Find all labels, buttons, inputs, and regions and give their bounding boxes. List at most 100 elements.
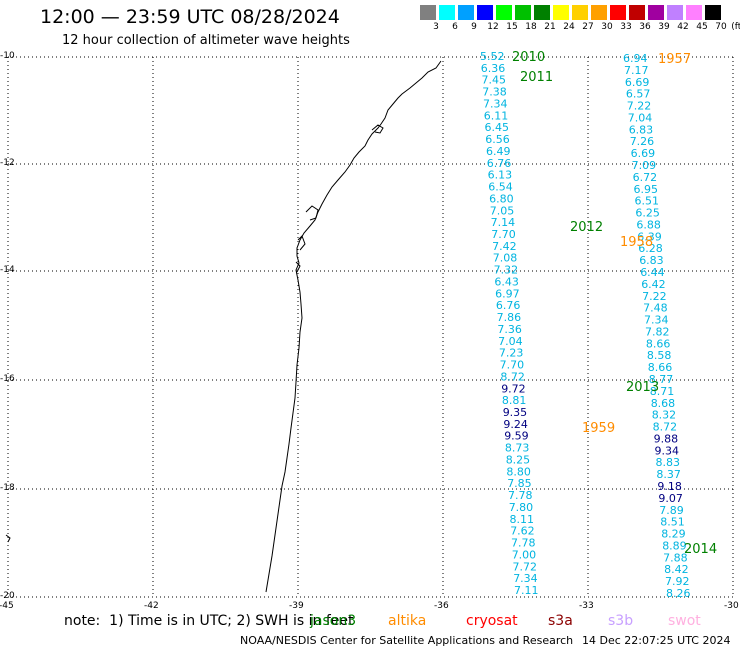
scale-swatch bbox=[458, 5, 474, 20]
scale-swatch bbox=[420, 5, 436, 20]
mission-s3b: s3b bbox=[608, 613, 634, 629]
swh-value: 9.59 bbox=[504, 430, 529, 443]
pass-time-label: 2012 bbox=[570, 220, 603, 235]
swh-value: 7.34 bbox=[483, 98, 508, 111]
coastline-detail bbox=[5, 124, 384, 543]
map-title: 12:00 — 23:59 UTC 08/28/2024 bbox=[40, 6, 340, 28]
swh-value: 7.70 bbox=[491, 228, 516, 241]
swh-value: 7.48 bbox=[643, 302, 668, 315]
swh-value: 7.14 bbox=[491, 216, 515, 229]
swh-value: 6.94 bbox=[623, 52, 648, 65]
scale-tick-label: 21 bbox=[544, 22, 556, 32]
scale-tick-label: 6 bbox=[452, 22, 458, 32]
mission-cryosat: cryosat bbox=[466, 613, 518, 629]
mission-s3a: s3a bbox=[548, 613, 573, 629]
swh-value: 6.88 bbox=[636, 218, 661, 231]
scale-unit-label: (ft) bbox=[731, 22, 740, 32]
swh-value: 7.04 bbox=[498, 335, 522, 348]
credit-line: NOAA/NESDIS Center for Satellite Applica… bbox=[240, 634, 574, 647]
swh-value: 7.38 bbox=[482, 86, 507, 99]
pass-time-label: 1957 bbox=[658, 52, 691, 67]
swh-value: 6.36 bbox=[481, 62, 506, 75]
altimeter-track-a: 5.526.367.457.387.346.116.456.566.496.76… bbox=[480, 50, 539, 597]
scale-tick-label: 30 bbox=[601, 22, 613, 32]
swh-value: 9.07 bbox=[658, 492, 683, 505]
swh-value: 9.34 bbox=[655, 444, 680, 457]
swh-value: 8.51 bbox=[660, 516, 685, 529]
longitude-label: -36 bbox=[434, 601, 449, 611]
swh-value: 6.54 bbox=[488, 181, 513, 194]
latitude-label: -14 bbox=[0, 265, 15, 275]
scale-tick-label: 33 bbox=[620, 22, 632, 32]
lat-lon-grid bbox=[7, 56, 734, 598]
scale-tick-label: 27 bbox=[582, 22, 594, 32]
swh-value: 6.80 bbox=[489, 192, 513, 205]
swh-value: 8.72 bbox=[500, 370, 525, 383]
swh-value: 7.89 bbox=[659, 504, 684, 517]
scale-tick-label: 18 bbox=[525, 22, 537, 32]
swh-value: 8.37 bbox=[656, 468, 681, 481]
generated-timestamp: 14 Dec 22:07:25 UTC 2024 bbox=[582, 634, 731, 647]
map-subtitle: 12 hour collection of altimeter wave hei… bbox=[62, 33, 350, 48]
swh-value: 6.39 bbox=[637, 230, 662, 243]
scale-tick-label: 42 bbox=[677, 22, 689, 32]
scale-swatch bbox=[591, 5, 607, 20]
pass-time-label: 1959 bbox=[582, 421, 615, 436]
swh-value: 6.57 bbox=[626, 88, 651, 101]
scale-tick-label: 15 bbox=[506, 22, 518, 32]
scale-tick-label: 45 bbox=[696, 22, 708, 32]
swh-value: 7.34 bbox=[513, 572, 538, 585]
swh-value: 7.70 bbox=[500, 359, 524, 372]
swh-value: 6.42 bbox=[641, 278, 666, 291]
scale-swatch bbox=[648, 5, 664, 20]
swh-value: 7.17 bbox=[624, 64, 649, 77]
swh-value: 6.76 bbox=[496, 299, 521, 312]
scale-tick-label: 39 bbox=[658, 22, 670, 32]
altimeter-track-b: 6.947.176.696.577.227.046.837.266.697.09… bbox=[623, 52, 691, 600]
swh-value: 9.24 bbox=[503, 418, 528, 431]
longitude-label: -45 bbox=[0, 601, 14, 611]
swh-value: 7.26 bbox=[630, 135, 655, 148]
swh-value: 8.80 bbox=[506, 465, 531, 478]
scale-tick-label: 70 bbox=[715, 22, 727, 32]
scale-tick-label: 9 bbox=[471, 22, 477, 32]
scale-swatch bbox=[534, 5, 550, 20]
pass-time-label: 2011 bbox=[520, 70, 553, 85]
swh-value: 5.52 bbox=[480, 50, 505, 63]
swh-value: 6.76 bbox=[487, 157, 512, 170]
swh-value: 6.49 bbox=[486, 145, 511, 158]
scale-tick-label: 24 bbox=[563, 22, 575, 32]
swh-value: 7.72 bbox=[513, 560, 538, 573]
swh-value: 6.44 bbox=[640, 266, 665, 279]
swh-value: 7.22 bbox=[642, 290, 667, 303]
swh-value: 8.77 bbox=[649, 373, 674, 386]
scale-swatch bbox=[610, 5, 626, 20]
latitude-label: -12 bbox=[0, 158, 15, 168]
latitude-label: -18 bbox=[0, 483, 15, 493]
scale-tick-label: 36 bbox=[639, 22, 651, 32]
scale-swatch bbox=[477, 5, 493, 20]
scale-swatch bbox=[496, 5, 512, 20]
pass-time-label: 2010 bbox=[512, 50, 545, 65]
footer-note: note: 1) Time is in UTC; 2) SWH is in fe… bbox=[64, 613, 354, 629]
swh-value: 7.05 bbox=[490, 204, 515, 217]
swh-value: 8.89 bbox=[662, 539, 687, 552]
latitude-label: -16 bbox=[0, 374, 15, 384]
swh-value: 6.83 bbox=[639, 254, 664, 267]
swh-value: 6.72 bbox=[633, 171, 658, 184]
swh-value: 8.81 bbox=[502, 394, 527, 407]
swh-value: 7.22 bbox=[627, 100, 652, 113]
latitude-label: -20 bbox=[0, 591, 15, 601]
swh-value: 7.92 bbox=[665, 575, 690, 588]
swh-value: 7.08 bbox=[493, 252, 518, 265]
scale-swatch bbox=[515, 5, 531, 20]
mission-jason3: jason3 bbox=[310, 613, 357, 629]
swh-value: 6.25 bbox=[635, 207, 660, 220]
swh-value: 8.66 bbox=[646, 337, 671, 350]
scale-swatch bbox=[705, 5, 721, 20]
swh-value: 7.62 bbox=[510, 525, 535, 538]
swh-value: 6.13 bbox=[488, 169, 512, 182]
scale-tick-label: 12 bbox=[487, 22, 499, 32]
pass-time-label: 2014 bbox=[684, 542, 717, 557]
